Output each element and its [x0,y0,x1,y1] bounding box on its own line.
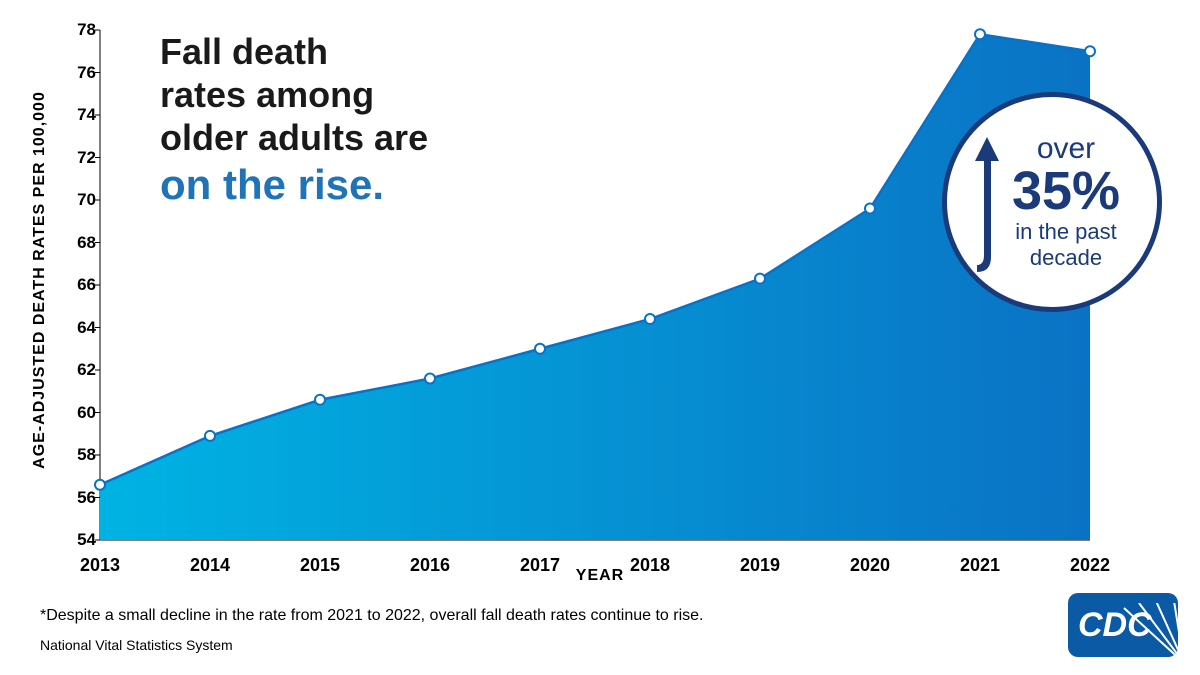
data-marker [95,480,105,490]
x-tick-label: 2018 [630,555,670,576]
data-marker [315,395,325,405]
x-tick-label: 2013 [80,555,120,576]
footnote: *Despite a small decline in the rate fro… [40,607,703,625]
y-tick-label: 72 [68,148,96,168]
x-tick-label: 2014 [190,555,230,576]
y-tick-label: 54 [68,530,96,550]
callout-sub1: in the past [1012,220,1120,244]
headline-line3: older adults are [160,116,428,159]
cdc-logo: CDC [1068,593,1178,657]
data-marker [1085,46,1095,56]
y-tick-label: 58 [68,445,96,465]
y-tick-label: 60 [68,403,96,423]
data-marker [865,204,875,214]
x-tick-label: 2015 [300,555,340,576]
x-tick-label: 2019 [740,555,780,576]
data-source: National Vital Statistics System [40,637,233,653]
y-tick-label: 78 [68,20,96,40]
x-tick-label: 2020 [850,555,890,576]
y-tick-label: 66 [68,275,96,295]
y-tick-label: 70 [68,190,96,210]
headline-line1: Fall death [160,30,428,73]
data-marker [645,314,655,324]
y-tick-label: 62 [68,360,96,380]
data-marker [535,344,545,354]
y-tick-label: 74 [68,105,96,125]
x-axis-label: YEAR [576,567,624,585]
x-tick-label: 2021 [960,555,1000,576]
headline: Fall death rates among older adults are … [160,30,428,210]
x-tick-label: 2016 [410,555,450,576]
headline-line2: rates among [160,73,428,116]
x-tick-label: 2022 [1070,555,1110,576]
y-tick-label: 68 [68,233,96,253]
cdc-logo-rays-icon [1114,603,1178,657]
data-marker [755,274,765,284]
callout-percent: 35% [1012,164,1120,218]
x-tick-label: 2017 [520,555,560,576]
y-tick-label: 76 [68,63,96,83]
callout-sub2: decade [1012,246,1120,270]
up-arrow-icon [969,127,1005,277]
y-tick-label: 64 [68,318,96,338]
data-marker [425,374,435,384]
y-tick-label: 56 [68,488,96,508]
headline-emphasis: on the rise. [160,160,428,210]
callout-circle: over 35% in the past decade [942,92,1162,312]
callout-over: over [1012,134,1120,164]
data-marker [975,29,985,39]
data-marker [205,431,215,441]
